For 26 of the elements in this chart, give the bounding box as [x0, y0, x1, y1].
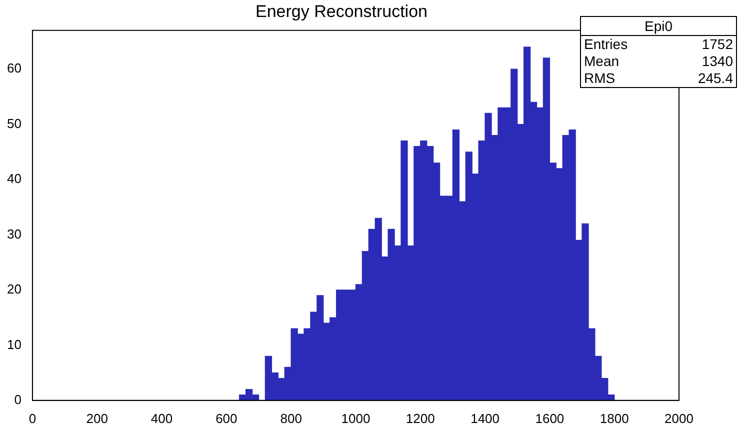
text: 245.4	[698, 70, 733, 87]
x-tick-label: 800	[280, 410, 302, 426]
x-tick-label: 400	[150, 410, 173, 426]
annotation: Entries	[584, 36, 628, 53]
y-tick-label: 60	[6, 60, 22, 76]
x-tick-label: 1200	[406, 410, 435, 426]
x-tick-label: 0	[28, 410, 36, 426]
y-tick-label: 50	[6, 116, 22, 131]
annotation: Mean	[584, 53, 620, 70]
y-tick-label: 0	[14, 392, 22, 407]
x-tick-label: 200	[86, 410, 108, 426]
text: 1340	[702, 53, 733, 70]
text: 1752	[702, 36, 733, 53]
x-tick-label: 600	[216, 410, 238, 426]
chart-title: Energy Reconstruction	[256, 2, 428, 21]
x-tick-label: 1000	[341, 410, 370, 426]
x-tick-label: 1600	[535, 410, 564, 426]
x-tick-label: 1800	[600, 410, 629, 426]
x-tick-label: 1400	[470, 410, 500, 426]
y-tick-label: 10	[6, 336, 22, 352]
x-tick-label: 2000	[664, 410, 694, 426]
annotation: RMS	[584, 70, 616, 87]
annotation: Epi0	[581, 17, 736, 36]
y-tick-label: 40	[6, 171, 22, 186]
y-tick-label: 20	[6, 282, 22, 297]
y-tick-label: 30	[6, 226, 22, 242]
